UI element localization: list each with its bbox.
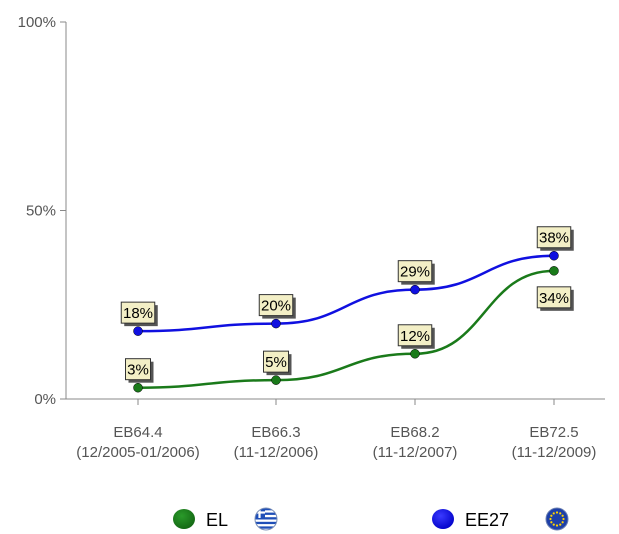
legend-item-el: EL: [173, 507, 278, 531]
data-label-box: [397, 324, 433, 347]
data-label: 29%: [397, 260, 435, 285]
data-point-ee27: [410, 284, 420, 295]
flag-stripe: [255, 508, 277, 511]
flag-star: [552, 523, 555, 526]
y-tick-label: 0%: [34, 391, 56, 408]
flag-disc: [545, 507, 569, 531]
data-label-box: [536, 226, 572, 249]
flag-star: [555, 511, 559, 514]
data-point-ee27: [271, 318, 281, 329]
data-label-text: 18%: [123, 305, 153, 322]
data-label-text: 29%: [400, 264, 430, 281]
flag-stripe: [255, 517, 277, 520]
x-tick-sublabel: (11-12/2009): [512, 444, 597, 461]
x-tick-sublabel: (11-12/2007): [373, 444, 458, 461]
data-label: 38%: [536, 226, 574, 251]
flag-star: [559, 512, 562, 515]
series-line-ee27: [137, 254, 555, 333]
greek-flag-icon: [254, 507, 278, 531]
data-point-el: [410, 349, 420, 359]
data-point-el: [549, 266, 559, 276]
x-tick-sublabel: (12/2005-01/2006): [76, 444, 199, 461]
flag-star: [562, 517, 565, 521]
x-tick-label: EB64.4: [113, 424, 162, 441]
data-label: 12%: [397, 324, 435, 349]
legend-marker: [173, 509, 195, 529]
eu-flag-icon: [545, 507, 569, 531]
legend: EL EE27: [173, 507, 569, 531]
data-label: 34%: [536, 286, 574, 311]
data-label-box: [536, 286, 572, 309]
data-label-box: [258, 294, 294, 317]
legend-label: EE27: [465, 510, 509, 530]
y-tick-label: 100%: [18, 14, 56, 31]
data-label-box: [120, 301, 156, 324]
data-label-text: 20%: [261, 298, 291, 315]
flag-stripe: [255, 521, 277, 525]
legend-marker: [432, 509, 454, 529]
data-label-box: [397, 260, 433, 283]
flag-star: [549, 517, 552, 521]
data-point-el: [271, 375, 281, 385]
flag-star: [561, 521, 564, 524]
data-point-el: [133, 382, 143, 393]
series-line-el: [137, 269, 555, 389]
data-label-text: 34%: [539, 290, 569, 307]
flag-rim: [254, 507, 278, 531]
data-label: 20%: [258, 294, 296, 319]
series-layer: [133, 250, 559, 393]
data-point-ee27: [133, 326, 143, 336]
data-labels-layer: 18% 20% 29% 38% 3% 5% 12% 34%: [120, 226, 574, 383]
data-label-text: 38%: [539, 230, 569, 247]
data-label-box: [263, 350, 289, 373]
data-label: 3%: [125, 358, 154, 383]
flag-star: [561, 514, 564, 517]
data-label-text: 12%: [400, 328, 430, 345]
x-tick-label: EB68.2: [390, 424, 439, 441]
y-tick-label: 50%: [26, 203, 56, 220]
flag-stripe: [255, 526, 277, 529]
flag-cross-h: [255, 511, 265, 514]
x-tick-label: EB72.5: [529, 424, 578, 441]
data-label-box: [125, 358, 151, 381]
axes: 0% 50% 100% EB64.4 (12/2005-01/2006) EB66.3 (1…: [18, 14, 605, 461]
data-label-text: 3%: [127, 362, 149, 379]
flag-star: [550, 514, 553, 517]
flag-stripe: [255, 512, 277, 515]
flag-body: [255, 508, 277, 530]
flag-star: [550, 521, 553, 524]
legend-label: EL: [206, 510, 228, 530]
data-label: 18%: [120, 301, 158, 327]
x-tick-label: EB66.3: [251, 424, 300, 441]
data-label: 5%: [263, 350, 292, 376]
legend-item-ee27: EE27: [432, 507, 569, 531]
flag-star: [552, 512, 555, 515]
flag-star: [559, 523, 562, 526]
flag-star: [555, 524, 559, 527]
x-tick-sublabel: (11-12/2006): [234, 444, 319, 461]
data-point-ee27: [549, 250, 559, 261]
data-label-text: 5%: [265, 354, 287, 371]
